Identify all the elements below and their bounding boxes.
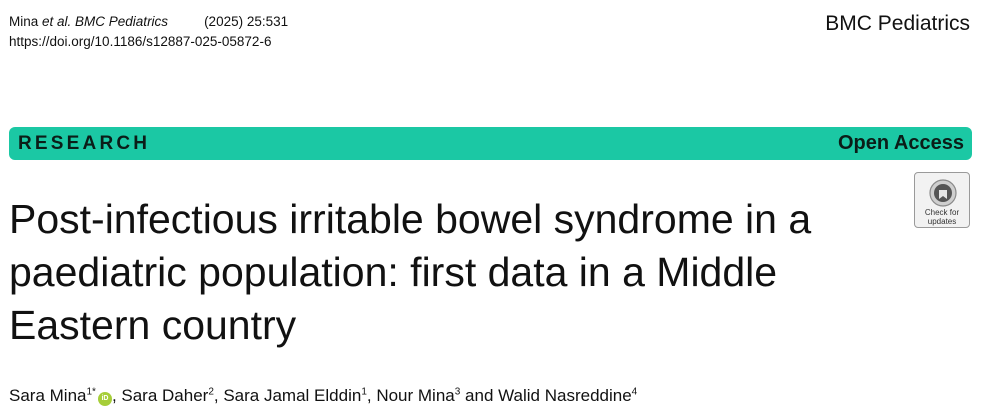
check-for-updates-icon [929,179,957,207]
citation-journal: et al. BMC Pediatrics [42,14,169,29]
open-access-label: Open Access [838,132,964,154]
check-for-updates-button[interactable]: Check for updates [914,172,970,228]
citation-line: Mina et al. BMC Pediatrics (2025) 25:531 [9,12,288,32]
article-type-banner: RESEARCH Open Access [9,127,972,160]
citation-author: Mina [9,14,43,29]
title-line: paediatric population: first data in a M… [9,249,778,295]
author-affiliation: 4 [631,386,638,398]
title-line: Eastern country [9,302,297,348]
author-name[interactable]: Walid Nasreddine [498,386,632,405]
author-affiliation: 3 [454,386,461,398]
author-list: Sara Mina1*iD, Sara Daher2, Sara Jamal E… [9,386,638,406]
author-name[interactable]: Sara Mina [9,386,87,405]
article-type-label: RESEARCH [18,133,151,154]
doi-link[interactable]: https://doi.org/10.1186/s12887-025-05872… [9,34,272,49]
author-name[interactable]: Nour Mina [376,386,455,405]
author-affiliation: 1* [86,386,96,398]
citation-year: (2025) 25:531 [204,14,289,29]
citation-block: Mina et al. BMC Pediatrics (2025) 25:531 … [9,12,288,52]
check-for-updates-label: Check for updates [924,208,960,226]
journal-name: BMC Pediatrics [825,12,970,35]
author-affiliation: 2 [208,386,214,398]
author-affiliation: 1 [361,386,367,398]
author-name[interactable]: Sara Jamal Elddin [223,386,362,405]
article-title: Post-infectious irritable bowel syndrome… [9,193,899,352]
title-line: Post-infectious irritable bowel syndrome… [9,196,812,242]
orcid-icon[interactable]: iD [97,392,112,406]
author-name[interactable]: Sara Daher [121,386,209,405]
